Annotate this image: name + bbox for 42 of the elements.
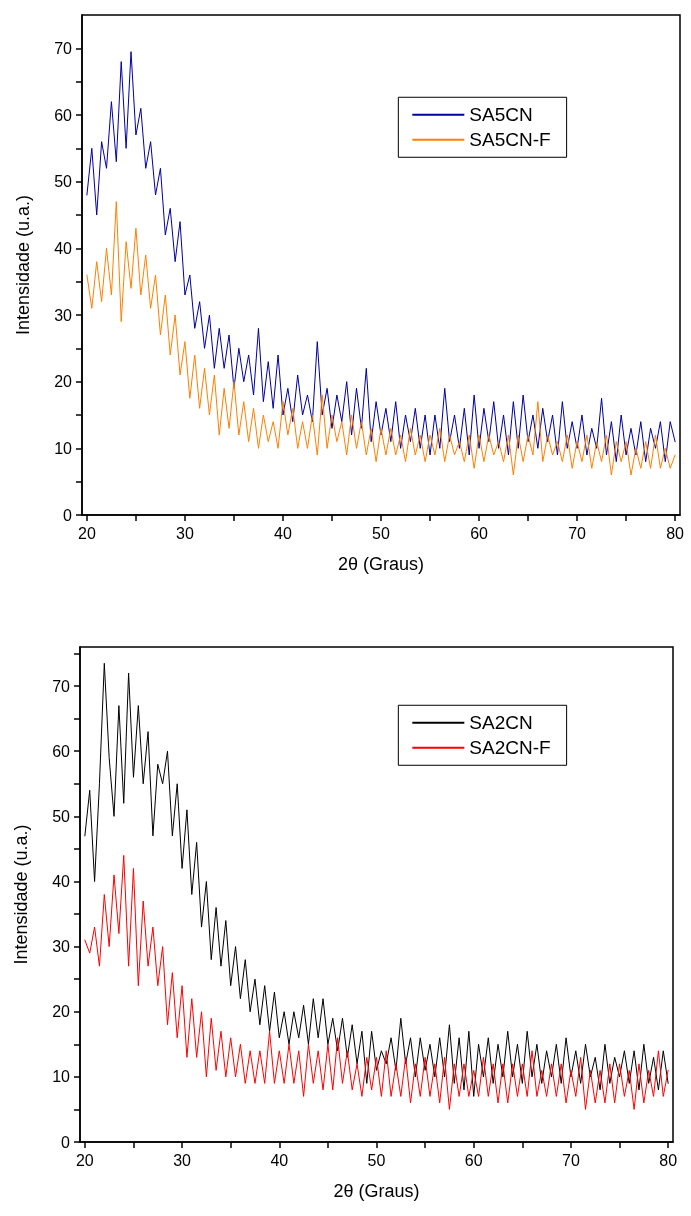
y-axis-title: Intensidade (u.a.) [11,824,31,965]
x-tick-label: 70 [562,1151,580,1169]
x-tick-label: 80 [659,1151,678,1169]
y-tick-label: 30 [54,306,73,324]
y-tick-label: 40 [52,872,71,890]
x-tick-label: 40 [270,1151,289,1169]
x-tick-label: 50 [372,524,390,542]
y-tick-label: 30 [52,938,71,956]
line-series [86,201,676,476]
y-tick-label: 60 [54,106,73,124]
x-axis-title: 2θ (Graus) [333,1181,420,1201]
x-tick-label: 50 [367,1151,386,1169]
x-tick-label: 60 [464,1151,483,1169]
y-tick-label: 70 [52,677,71,695]
y-tick-label: 0 [61,1133,71,1151]
line-series [86,51,676,463]
legend-label: SA2CN-F [469,737,551,759]
x-tick-label: 30 [176,524,194,542]
x-tick-label: 70 [568,524,587,542]
y-tick-label: 60 [52,742,71,760]
y-tick-label: 20 [52,1003,71,1021]
y-tick-label: 50 [52,807,71,825]
x-tick-label: 40 [274,524,292,542]
y-tick-label: 20 [54,373,73,391]
y-tick-label: 10 [52,1068,71,1086]
legend-label: SA2CN [469,712,533,734]
y-axis-title: Intensidade (u.a.) [13,194,33,336]
y-tick-label: 50 [54,173,73,191]
line-series [84,662,669,1097]
x-tick-label: 20 [78,524,96,542]
y-tick-label: 10 [54,439,73,457]
legend-label: SA5CN [469,104,533,126]
x-tick-label: 60 [470,524,489,542]
x-tick-label: 30 [173,1151,192,1169]
y-tick-label: 40 [54,239,73,257]
legend-label: SA5CN-F [469,129,551,151]
x-tick-label: 80 [666,524,685,542]
line-series [84,854,669,1110]
y-tick-label: 70 [54,39,73,57]
x-tick-label: 20 [75,1151,94,1169]
y-tick-label: 0 [63,506,73,524]
x-axis-title: 2θ (Graus) [337,554,425,574]
